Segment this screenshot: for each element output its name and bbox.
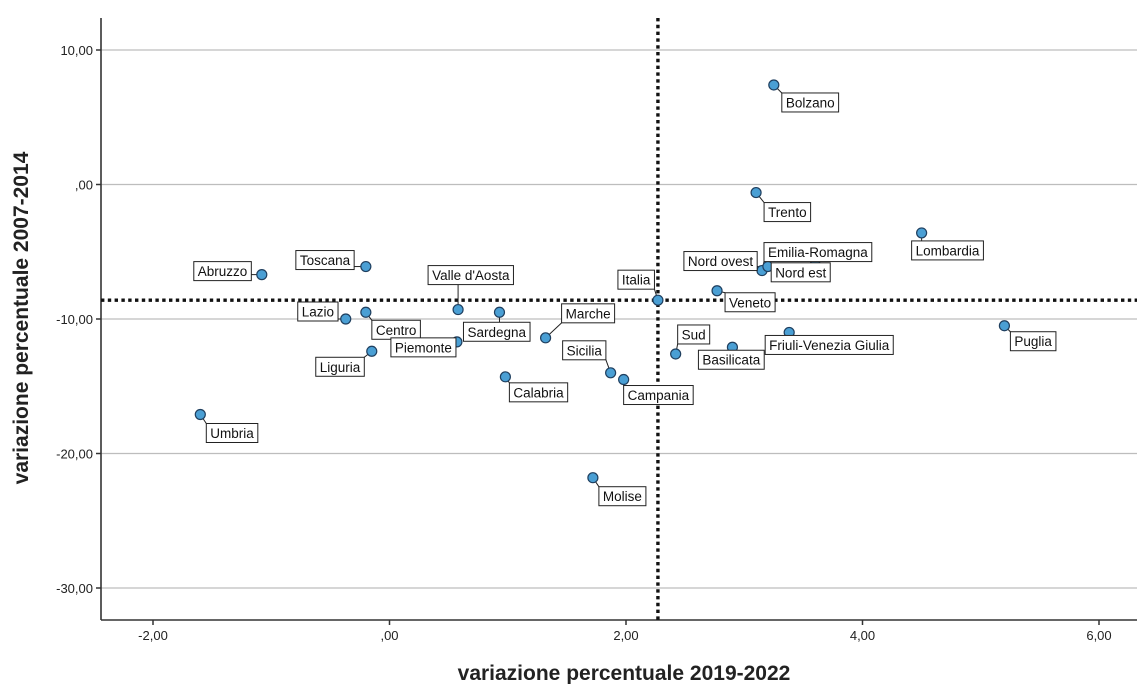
y-tick-label: -30,00: [56, 581, 93, 596]
point-label-box: [781, 92, 840, 113]
point-label: Umbria: [210, 426, 254, 441]
data-point: [670, 348, 682, 360]
data-point: [652, 294, 664, 306]
point-label: Basilicata: [702, 353, 760, 368]
point-label: Sicilia: [567, 343, 603, 358]
axis-layer: 10,00 ,00 -10,00 -20,00 -30,00 -2,00 ,00 2,00 4,…: [56, 18, 1137, 643]
point-layer: [194, 79, 1011, 484]
point-label-box: [617, 269, 655, 290]
data-point: [340, 313, 352, 325]
point-label-box: [1009, 331, 1057, 352]
point-label: Abruzzo: [198, 264, 248, 279]
point-label-box: [764, 334, 894, 355]
data-point: [499, 371, 511, 383]
reference-lines: [101, 18, 1137, 620]
data-point: [194, 408, 206, 421]
data-point: [539, 332, 552, 344]
data-point: [768, 79, 780, 91]
x-tick-label: 6,00: [1086, 628, 1111, 643]
y-tick-label: 10,00: [60, 43, 93, 58]
point-label-box: [623, 385, 694, 406]
data-point: [916, 227, 928, 239]
point-label: Piemonte: [395, 340, 452, 355]
y-axis-title: variazione percentuale 2007-2014: [10, 151, 33, 484]
point-label-box: [297, 301, 339, 322]
x-tick-label: 2,00: [613, 628, 638, 643]
point-label: Veneto: [729, 295, 771, 310]
data-point: [360, 306, 372, 318]
data-point: [998, 320, 1011, 332]
y-tick-label: -10,00: [56, 312, 93, 327]
point-label: Trento: [768, 205, 807, 220]
point-label: Calabria: [513, 385, 564, 400]
point-label: Toscana: [300, 253, 351, 268]
point-label: Sardegna: [467, 325, 526, 340]
data-point: [452, 303, 464, 316]
data-point: [618, 373, 630, 386]
point-label-box: [193, 261, 252, 282]
point-label: Emilia-Romagna: [768, 245, 868, 260]
data-point: [493, 306, 506, 318]
point-label-box: [598, 486, 647, 507]
point-label-box: [462, 321, 531, 342]
point-label-box: [295, 250, 355, 271]
point-label: Campania: [628, 388, 690, 403]
point-label: Lombardia: [916, 243, 980, 258]
point-label: Nord est: [775, 265, 826, 280]
data-point: [750, 186, 762, 199]
point-label-box: [390, 337, 457, 358]
point-label: Bolzano: [786, 95, 835, 110]
x-tick-label: 4,00: [850, 628, 875, 643]
data-point: [711, 285, 723, 297]
point-label: Puglia: [1014, 334, 1052, 349]
point-label-box: [763, 242, 873, 263]
point-label: Valle d'Aosta: [432, 268, 510, 283]
point-label: Marche: [566, 306, 611, 321]
point-label: Friuli-Venezia Giulia: [769, 338, 890, 353]
point-label-box: [911, 240, 984, 261]
leader-lines: [199, 84, 1011, 487]
y-tick-label: ,00: [75, 178, 93, 193]
point-label: Centro: [376, 323, 417, 338]
point-label-box: [205, 422, 259, 443]
point-label: Italia: [622, 273, 651, 288]
point-label-box: [763, 202, 812, 223]
x-tick-label: -2,00: [138, 628, 168, 643]
point-label: Lazio: [302, 305, 334, 320]
x-axis-title: variazione percentuale 2019-2022: [458, 662, 791, 684]
point-label-box: [562, 340, 607, 361]
data-point: [366, 345, 378, 357]
grid-layer: [101, 49, 1137, 589]
point-label-box: [561, 303, 616, 324]
data-point: [605, 367, 617, 379]
point-label-box: [315, 356, 365, 377]
label-layer: Bolzano Trento Emilia-Romagna Lombardia Nord…: [193, 92, 1057, 507]
data-point: [587, 472, 599, 484]
point-label: Liguria: [320, 360, 361, 375]
point-label-box: [683, 251, 758, 272]
data-point: [360, 260, 372, 273]
point-label-box: [508, 382, 569, 403]
point-label-box: [697, 349, 765, 370]
x-tick-label: ,00: [380, 628, 398, 643]
data-point: [256, 269, 268, 281]
y-tick-label: -20,00: [56, 447, 93, 462]
point-label-box: [770, 262, 831, 283]
point-label-box: [677, 324, 711, 345]
point-label-box: [427, 265, 514, 286]
point-label-box: [724, 292, 776, 313]
point-label: Sud: [682, 327, 706, 342]
point-label: Nord ovest: [688, 254, 754, 269]
point-label: Molise: [603, 489, 642, 504]
